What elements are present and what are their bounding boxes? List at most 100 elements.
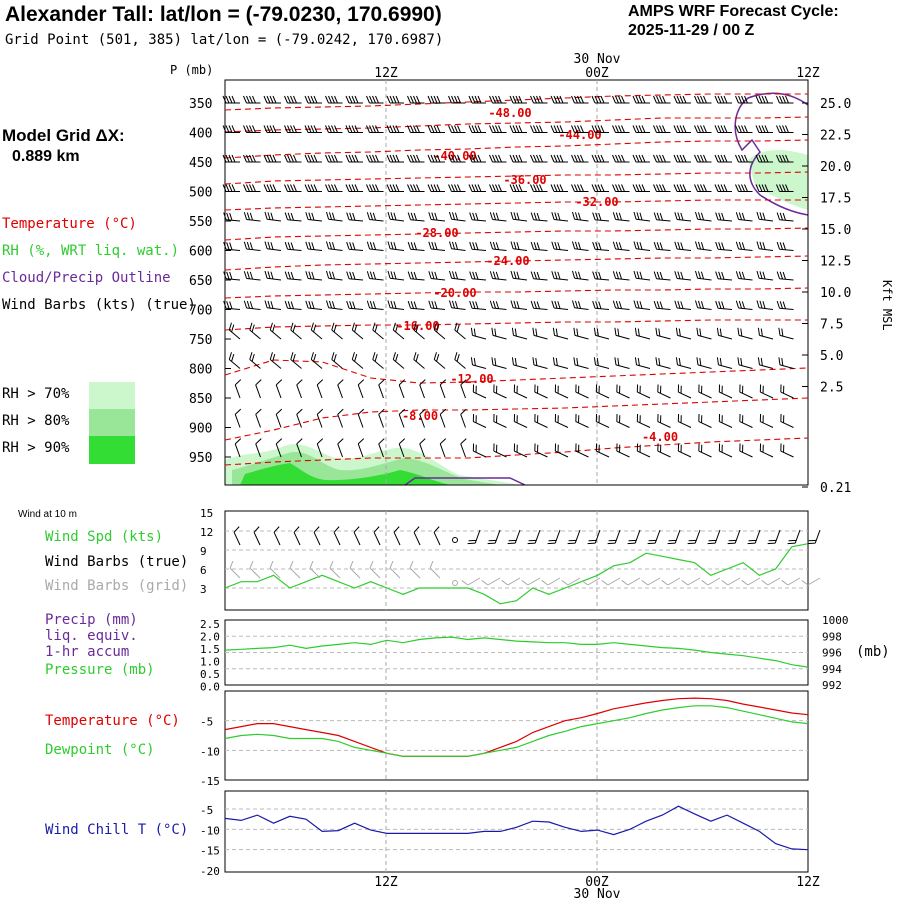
barb-flag — [688, 539, 697, 542]
barb-flag — [703, 154, 707, 163]
wind-chill-tick: -5 — [200, 804, 213, 817]
barb-staff — [249, 359, 261, 369]
barb-flag — [428, 212, 432, 220]
wind-barb — [530, 125, 548, 133]
barb-flag — [366, 95, 370, 104]
barb-flag — [471, 154, 476, 163]
barb-staff — [739, 450, 753, 458]
barb-flag — [263, 184, 268, 192]
barb-flag — [310, 322, 314, 331]
barb-flag — [744, 95, 748, 104]
barb-flag — [758, 184, 763, 192]
barb-flag — [231, 324, 235, 333]
barb-flag — [495, 154, 499, 163]
barb-staff — [678, 450, 692, 458]
wind-barb — [325, 270, 343, 281]
barb-flag — [492, 241, 497, 250]
barb-staff — [677, 364, 692, 369]
barb-staff — [253, 532, 261, 546]
barb-staff — [226, 219, 241, 222]
barb-flag — [331, 154, 335, 163]
wind-barb — [614, 327, 630, 340]
barb-staff — [269, 329, 282, 340]
wind-barb — [290, 352, 302, 369]
barb-flag — [354, 125, 359, 133]
barb-staff — [492, 278, 507, 281]
barb-flag — [255, 408, 262, 415]
barb-flag — [721, 212, 725, 221]
barb-staff — [494, 529, 501, 544]
wind-barb — [407, 212, 425, 222]
barb-flag — [554, 413, 557, 422]
barb-flag — [269, 95, 274, 104]
barb-staff — [487, 577, 501, 586]
barb-staff — [308, 248, 323, 251]
barb-flag — [635, 95, 640, 104]
barb-staff — [246, 278, 261, 281]
barb-flag — [331, 352, 335, 360]
wind-barb — [349, 560, 361, 579]
wind-barb — [591, 184, 609, 192]
wind-barb — [304, 95, 322, 104]
barb-flag — [226, 242, 230, 250]
barb-flag — [742, 385, 744, 394]
barb-flag — [701, 580, 709, 586]
barb-flag — [697, 95, 701, 104]
wind-barb — [345, 184, 363, 192]
wind-barb — [427, 184, 445, 192]
barb-flag — [372, 271, 377, 280]
barb-flag — [328, 212, 333, 220]
barb-flag — [249, 212, 254, 221]
wind-barb — [530, 241, 548, 251]
barb-flag — [714, 95, 719, 104]
wind-barb — [534, 413, 548, 428]
barb-flag — [436, 353, 440, 362]
wind-barb — [530, 95, 548, 104]
barb-flag — [660, 444, 662, 453]
temperature-frame — [224, 690, 809, 781]
barb-flag — [516, 271, 520, 280]
wind-barb — [407, 271, 425, 281]
wind-barb — [554, 384, 569, 399]
barb-staff — [316, 384, 323, 399]
barb-flag — [592, 241, 596, 250]
barb-flag — [598, 444, 600, 453]
barb-flag — [369, 95, 373, 104]
barb-flag — [496, 444, 498, 453]
barb-flag — [516, 212, 520, 221]
barb-flag — [395, 184, 400, 192]
barb-flag — [596, 358, 599, 366]
barb-flag — [433, 154, 438, 163]
barb-flag — [567, 542, 576, 545]
wind-barb — [616, 413, 630, 428]
barb-staff — [390, 218, 405, 222]
barb-flag — [246, 154, 250, 163]
barb-flag — [269, 560, 274, 569]
barb-flag — [451, 241, 456, 250]
wind-barb — [253, 526, 261, 546]
barb-flag — [764, 154, 769, 163]
barb-flag — [616, 384, 618, 393]
barb-staff — [794, 529, 801, 544]
wind-barb — [571, 241, 589, 251]
barb-staff — [328, 248, 343, 251]
barb-flag — [776, 184, 780, 192]
barb-flag — [530, 241, 535, 250]
pressure-tick: 996 — [822, 647, 842, 660]
barb-flag — [472, 212, 476, 221]
height-axis-label: Kft MSL — [880, 280, 894, 331]
wind-barb — [264, 211, 282, 222]
wind-barb — [595, 443, 610, 458]
barb-flag — [779, 154, 783, 163]
wind-barb — [461, 577, 481, 586]
barb-flag — [475, 415, 477, 423]
barb-flag — [231, 353, 235, 362]
barb-flag — [536, 301, 541, 309]
barb-staff — [419, 414, 425, 428]
wind-barb — [661, 577, 681, 586]
barb-flag — [436, 95, 441, 104]
barb-staff — [647, 577, 661, 586]
barb-flag — [349, 271, 353, 280]
barb-flag — [228, 154, 233, 163]
barb-staff — [492, 219, 507, 222]
